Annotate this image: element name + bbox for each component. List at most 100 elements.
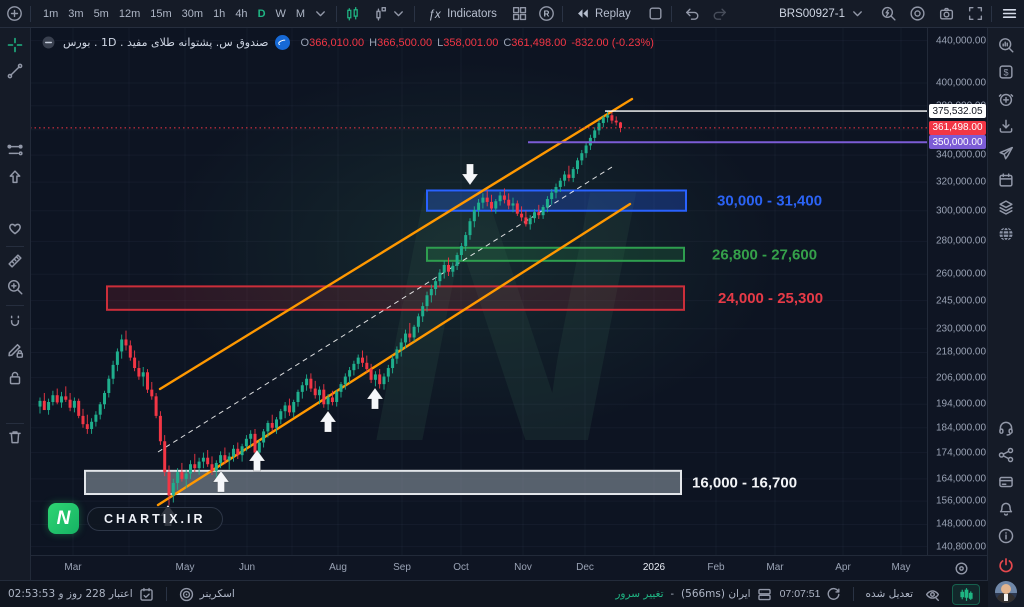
camera-icon[interactable] <box>938 5 955 22</box>
chart-style-button[interactable] <box>952 583 980 605</box>
fullscreen-icon[interactable] <box>967 5 984 22</box>
price-axis[interactable]: 440,000.00400,000.00380,000.00360,000.00… <box>927 28 988 556</box>
eye-slash-icon[interactable] <box>5 395 25 415</box>
credit-status[interactable]: اعتبار 228 روز و 02:53:53 <box>8 586 155 603</box>
record-icon[interactable] <box>909 5 926 22</box>
headset-icon[interactable] <box>996 418 1016 438</box>
bell-icon[interactable] <box>996 499 1016 519</box>
up-arrow-marker[interactable] <box>319 410 337 433</box>
calendar-icon[interactable] <box>996 170 1016 190</box>
undo-icon[interactable] <box>683 5 700 22</box>
indicators-button[interactable]: ƒx Indicators <box>422 3 501 24</box>
chevron-down-icon[interactable] <box>312 5 329 22</box>
timeframe-1h[interactable]: 1h <box>213 7 226 20</box>
r-badge-icon[interactable]: R <box>538 5 555 22</box>
heart-icon[interactable] <box>5 218 25 238</box>
alarm-plus-icon[interactable] <box>996 89 1016 109</box>
up-arrow-marker[interactable] <box>248 449 266 472</box>
adjusted-label[interactable]: تعدیل شده <box>865 588 913 600</box>
projection-icon[interactable] <box>5 140 25 160</box>
chart-area[interactable]: N 30,000 - 31,400 26,800 - 27,600 24,000 - … <box>30 28 928 556</box>
trend-line-icon[interactable] <box>5 61 25 81</box>
zoom-in-icon[interactable] <box>5 277 25 297</box>
timeframe-30m[interactable]: 30m <box>181 7 204 20</box>
candle-body <box>240 446 244 456</box>
magnet-icon[interactable] <box>5 312 25 332</box>
candle-body <box>330 397 334 402</box>
layout-name-button[interactable]: BRS00927-1 <box>775 3 870 24</box>
paper-plane-icon[interactable] <box>996 143 1016 163</box>
trash-icon[interactable] <box>5 427 25 447</box>
axis-settings-icon[interactable] <box>953 560 970 577</box>
up-arrow-marker[interactable] <box>212 470 230 493</box>
price-zone[interactable] <box>84 469 682 496</box>
screener-button[interactable]: اسکرینر <box>178 586 235 603</box>
chart-style-alt-icon[interactable] <box>371 5 388 22</box>
candle-body <box>494 201 498 209</box>
collapse-legend-icon[interactable] <box>40 34 57 51</box>
plus-icon[interactable] <box>6 5 23 22</box>
timeframe-3m[interactable]: 3m <box>68 7 84 20</box>
timeframe-4h[interactable]: 4h <box>235 7 248 20</box>
info-icon[interactable] <box>996 526 1016 546</box>
xabcd-pattern-icon[interactable] <box>5 114 25 134</box>
candle-body <box>236 448 240 456</box>
candlestick-chart[interactable]: N 30,000 - 31,400 26,800 - 27,600 24,000 - … <box>30 28 928 556</box>
candle-body <box>498 195 502 202</box>
timeframe-1m[interactable]: 1m <box>43 7 59 20</box>
dollar-square-icon[interactable]: $ <box>996 62 1016 82</box>
timeframe-5m[interactable]: 5m <box>93 7 109 20</box>
download-icon[interactable] <box>996 116 1016 136</box>
candlestick-style-icon[interactable] <box>344 5 361 22</box>
timeframe-15m[interactable]: 15m <box>150 7 172 20</box>
hide-marks-icon[interactable] <box>924 586 941 603</box>
globe-icon[interactable] <box>996 224 1016 244</box>
candle-body <box>550 192 554 200</box>
candle-body <box>270 422 274 428</box>
candle-body <box>558 180 562 187</box>
up-arrow-marker[interactable] <box>366 387 384 410</box>
server-status[interactable]: ایران (566ms) <box>681 586 773 603</box>
divider <box>30 5 31 22</box>
candle-body <box>537 212 541 216</box>
quick-search-icon[interactable] <box>880 5 897 22</box>
power-icon[interactable] <box>996 555 1016 575</box>
change-server-button[interactable]: تغییر سرور <box>615 588 663 600</box>
channel-upper-line[interactable] <box>158 97 634 391</box>
menu-icon[interactable] <box>1001 5 1018 22</box>
card-icon[interactable] <box>996 472 1016 492</box>
down-arrow-marker[interactable] <box>461 163 479 186</box>
pencil-lock-icon[interactable] <box>5 340 25 360</box>
avatar[interactable] <box>995 581 1017 603</box>
layers-icon[interactable] <box>996 197 1016 217</box>
ohlc-value: 366,500.00 <box>377 36 433 49</box>
chevron-down-icon[interactable] <box>390 5 407 22</box>
change-server-label: تغییر سرور <box>615 588 664 600</box>
timeframe-M[interactable]: M <box>295 7 306 20</box>
timeframe-W[interactable]: W <box>275 7 286 20</box>
rewind-icon <box>574 5 591 22</box>
layout-grid-icon[interactable] <box>511 5 528 22</box>
timeframe-group: 1m 3m 5m 12m 15m 30m 1h 4h D W M <box>38 5 310 23</box>
redo-icon[interactable] <box>712 5 729 22</box>
price-zone[interactable] <box>426 246 685 262</box>
share-nodes-icon[interactable] <box>996 445 1016 465</box>
price-zone[interactable] <box>106 285 685 311</box>
timeframe-D[interactable]: D <box>257 7 266 20</box>
crosshair-icon[interactable] <box>5 35 25 55</box>
ruler-icon[interactable] <box>5 251 25 271</box>
server-time[interactable]: 07:07:51 <box>780 586 843 603</box>
bar-select-icon[interactable] <box>647 5 664 22</box>
time-axis[interactable]: Mar May Jun Aug Sep Oct Nov Dec 2026 Feb Mar Apr May <box>30 555 988 580</box>
candle-body <box>103 392 106 405</box>
lock-icon[interactable] <box>5 368 25 388</box>
symbol-title[interactable]: صندوق س. پشتوانه طلای مفید . 1D . بورس <box>63 36 269 49</box>
replay-button[interactable]: Replay <box>570 3 635 24</box>
fib-retracement-icon[interactable] <box>5 87 25 107</box>
text-tool-icon[interactable] <box>5 193 25 213</box>
divider <box>6 305 24 306</box>
arrow-up-icon[interactable] <box>5 167 25 187</box>
chart-search-icon[interactable] <box>996 35 1016 55</box>
candle-body <box>137 368 141 377</box>
timeframe-12m[interactable]: 12m <box>118 7 141 20</box>
